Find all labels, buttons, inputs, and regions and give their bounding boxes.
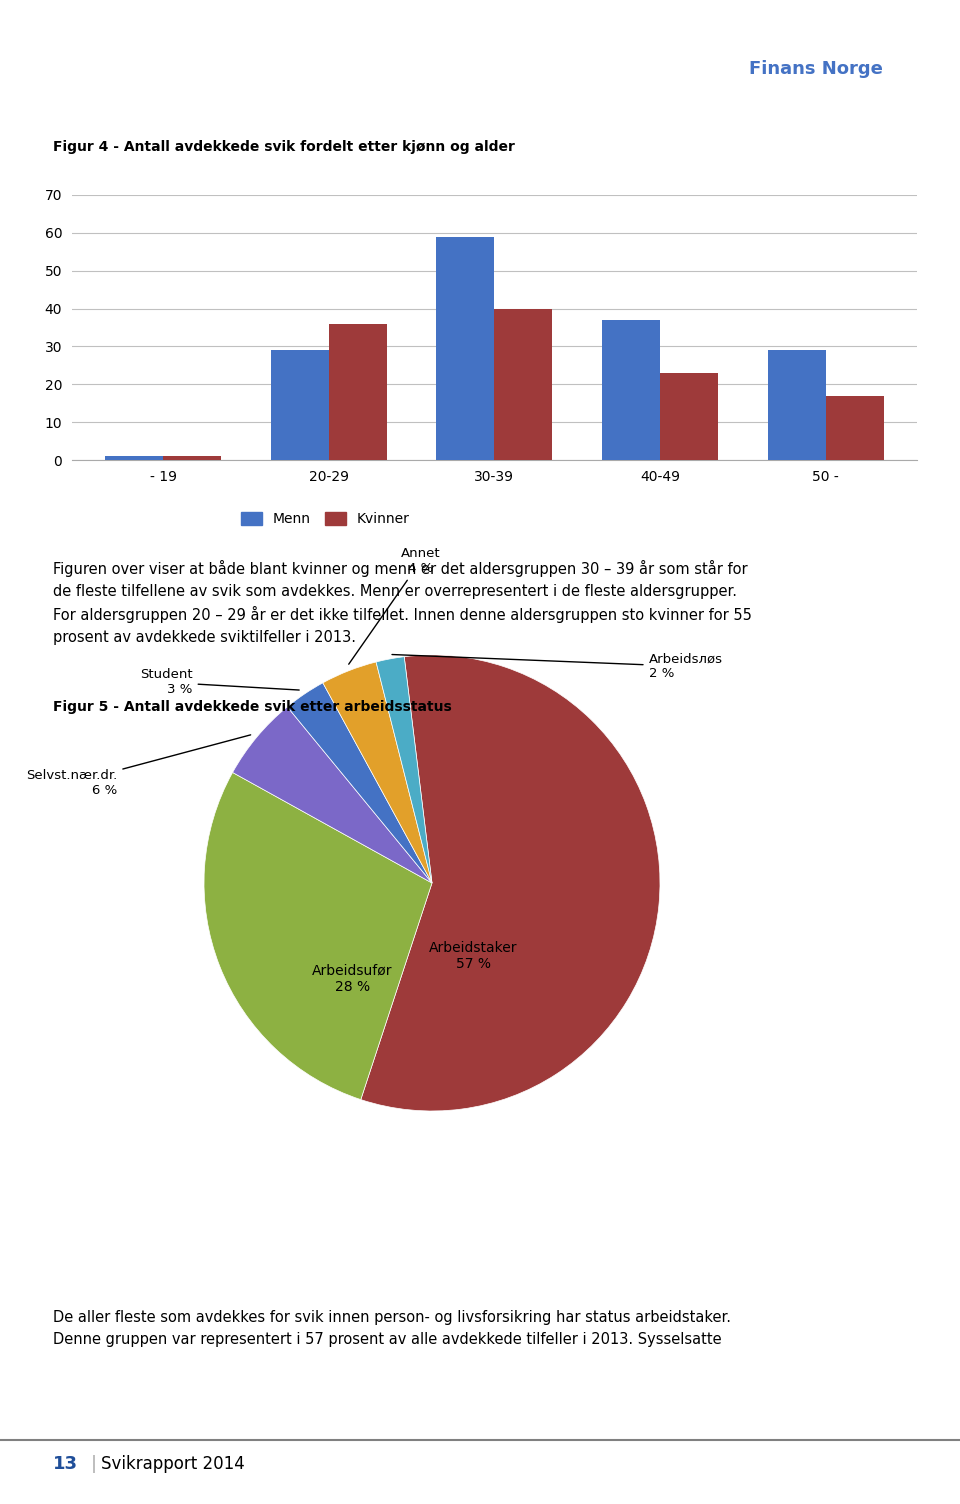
Text: Student
3 %: Student 3 % <box>140 668 300 696</box>
Wedge shape <box>287 683 432 883</box>
Text: Arbeidstaker
57 %: Arbeidstaker 57 % <box>429 942 517 972</box>
Legend: Menn, Kvinner: Menn, Kvinner <box>235 507 416 532</box>
Bar <box>106 456 163 460</box>
Wedge shape <box>376 657 432 883</box>
Bar <box>328 323 387 460</box>
Text: Arbeidsufør
28 %: Arbeidsufør 28 % <box>312 964 393 994</box>
Text: De aller fleste som avdekkes for svik innen person- og livsforsikring har status: De aller fleste som avdekkes for svik in… <box>53 1310 731 1346</box>
Text: Arbeidsлøs
2 %: Arbeidsлøs 2 % <box>392 653 723 680</box>
Wedge shape <box>361 656 660 1111</box>
Bar <box>494 308 552 460</box>
Text: Finans Norge: Finans Norge <box>750 60 883 78</box>
Bar <box>437 236 494 460</box>
Text: |: | <box>91 1454 97 1472</box>
Text: Figur 5 - Antall avdekkede svik etter arbeidsstatus: Figur 5 - Antall avdekkede svik etter ar… <box>53 699 451 714</box>
Text: Annet
4 %: Annet 4 % <box>348 547 441 665</box>
Text: 13: 13 <box>53 1454 78 1472</box>
Wedge shape <box>323 662 432 883</box>
Bar <box>660 373 718 460</box>
Bar <box>271 350 328 460</box>
Wedge shape <box>204 773 432 1099</box>
Bar <box>768 350 826 460</box>
Bar <box>602 320 660 460</box>
Text: Svikrapport 2014: Svikrapport 2014 <box>101 1454 245 1472</box>
Text: Figur 4 - Antall avdekkede svik fordelt etter kjønn og alder: Figur 4 - Antall avdekkede svik fordelt … <box>53 140 515 153</box>
Text: Selvst.nær.dr.
6 %: Selvst.nær.dr. 6 % <box>26 735 251 797</box>
Wedge shape <box>232 707 432 883</box>
Text: Figuren over viser at både blant kvinner og menn er det aldersgruppen 30 – 39 år: Figuren over viser at både blant kvinner… <box>53 559 752 645</box>
Bar <box>826 396 883 460</box>
Bar <box>163 456 221 460</box>
